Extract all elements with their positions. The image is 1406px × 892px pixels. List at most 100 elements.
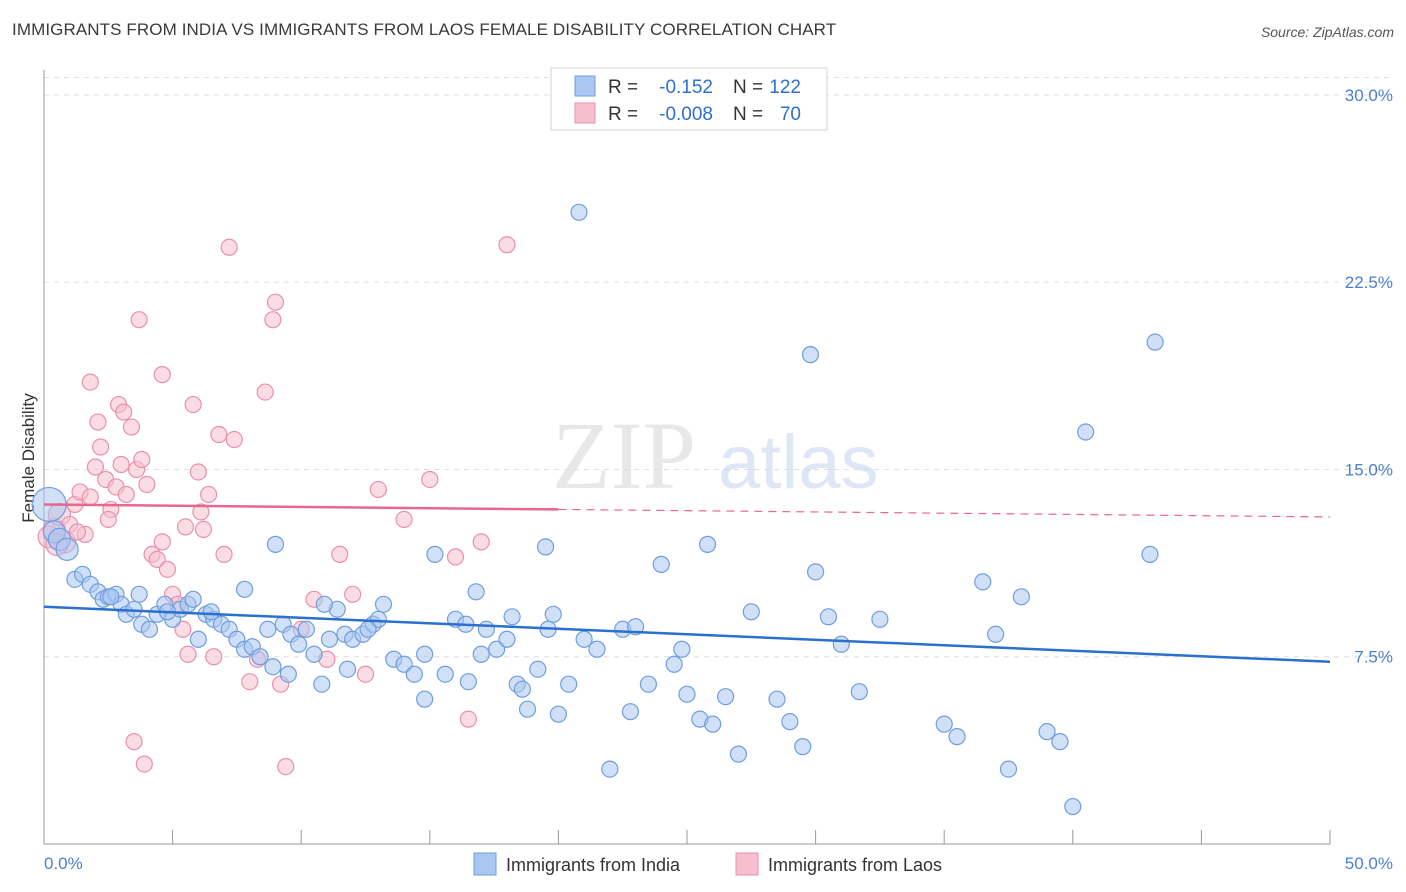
- india-point: [529, 660, 547, 678]
- india-point: [395, 655, 413, 673]
- laos-point: [220, 238, 238, 256]
- india-point: [999, 760, 1018, 778]
- laos-point: [344, 585, 362, 603]
- laos-point: [256, 383, 274, 401]
- laos-point: [115, 403, 133, 421]
- india-point: [704, 715, 722, 733]
- laos-point: [91, 438, 110, 456]
- india-point: [536, 538, 555, 556]
- laos-point: [135, 755, 153, 773]
- laos-point: [189, 463, 207, 481]
- y-axis-title: Female Disability: [19, 393, 38, 523]
- india-point: [974, 573, 992, 591]
- india-point: [498, 630, 516, 648]
- legend-india-r-value: -0.152: [659, 77, 713, 98]
- legend-laos-r-value: -0.008: [659, 104, 713, 125]
- laos-point: [266, 293, 285, 311]
- laos-point: [225, 430, 243, 449]
- india-point: [588, 640, 606, 658]
- laos-point: [138, 475, 156, 494]
- india-point: [55, 537, 79, 561]
- laos-point: [277, 757, 295, 776]
- laos-point: [331, 545, 349, 563]
- india-point: [513, 680, 531, 698]
- india-point: [652, 555, 670, 573]
- laos-point: [421, 470, 439, 489]
- india-point: [359, 620, 377, 638]
- india-point: [1051, 733, 1069, 751]
- india-point: [426, 545, 444, 563]
- source-label: Source: ZipAtlas.com: [1260, 24, 1394, 40]
- y-tick-label: 22.5%: [1345, 273, 1393, 292]
- laos-point: [81, 373, 99, 391]
- x-tick-label-max: 50.0%: [1345, 854, 1393, 873]
- laos-point: [446, 548, 465, 566]
- india-point: [416, 645, 434, 663]
- watermark: ZIP atlas: [552, 402, 879, 509]
- india-point: [290, 635, 308, 653]
- laos-point: [86, 458, 105, 476]
- laos-point: [174, 620, 192, 638]
- laos-point: [148, 550, 166, 568]
- india-point: [1064, 797, 1082, 816]
- india-point: [768, 690, 786, 708]
- laos-point: [179, 645, 197, 663]
- trend-line-laos-extension: [558, 508, 1331, 518]
- legend-laos-r-label: R =: [608, 104, 638, 125]
- legend-box: R = -0.152 N = 122 R = -0.008 N = 70: [550, 67, 828, 131]
- grid-lines: [44, 76, 1393, 658]
- india-point: [259, 620, 277, 638]
- trend-line-laos: [43, 503, 559, 511]
- india-point: [313, 675, 331, 693]
- india-point: [698, 535, 717, 553]
- india-point: [436, 665, 454, 683]
- india-point: [488, 640, 506, 658]
- india-point: [575, 630, 593, 648]
- bottom-legend-laos: Immigrants from Laos: [768, 855, 942, 875]
- india-point: [1038, 723, 1056, 741]
- x-tick-label-min: 0.0%: [44, 854, 83, 873]
- y-tick-label: 15.0%: [1345, 460, 1393, 479]
- india-point: [850, 683, 868, 701]
- india-point: [279, 665, 297, 683]
- india-point: [297, 620, 315, 638]
- legend-frame: [550, 67, 828, 131]
- watermark-zip: ZIP: [552, 402, 696, 509]
- india-point: [459, 673, 477, 691]
- legend-laos-n-label: N =: [733, 104, 763, 125]
- laos-point: [99, 510, 117, 529]
- india-point: [987, 625, 1005, 643]
- legend-india-n-label: N =: [733, 77, 763, 98]
- bottom-legend-india: Immigrants from India: [506, 855, 681, 875]
- india-point: [189, 630, 207, 648]
- laos-point: [153, 533, 171, 551]
- legend-india-n-value: 122: [769, 77, 801, 98]
- india-point: [140, 620, 159, 638]
- laos-point: [356, 665, 375, 683]
- india-point: [560, 675, 578, 693]
- laos-point: [68, 523, 87, 541]
- laos-point: [184, 395, 202, 414]
- y-tick-label: 30.0%: [1345, 86, 1393, 105]
- laos-point: [369, 480, 387, 499]
- laos-point: [200, 485, 218, 504]
- laos-point: [158, 560, 177, 578]
- series-india-points: [31, 203, 1164, 816]
- india-point: [742, 603, 760, 621]
- legend-swatch-india: [574, 75, 596, 97]
- india-point: [729, 745, 748, 763]
- india-point: [374, 595, 393, 613]
- india-point: [369, 610, 387, 628]
- india-point: [948, 728, 966, 746]
- india-point: [184, 590, 202, 608]
- laos-point: [133, 450, 151, 469]
- india-point: [1141, 545, 1159, 563]
- y-tick-labels: 7.5% 15.0% 22.5% 30.0%: [1345, 86, 1393, 667]
- legend-swatch-laos: [574, 102, 596, 124]
- india-point: [315, 595, 333, 613]
- india-point: [639, 675, 658, 693]
- india-point: [819, 608, 838, 626]
- x-ticks: [43, 830, 1331, 844]
- india-point: [503, 608, 521, 626]
- laos-point: [210, 425, 228, 444]
